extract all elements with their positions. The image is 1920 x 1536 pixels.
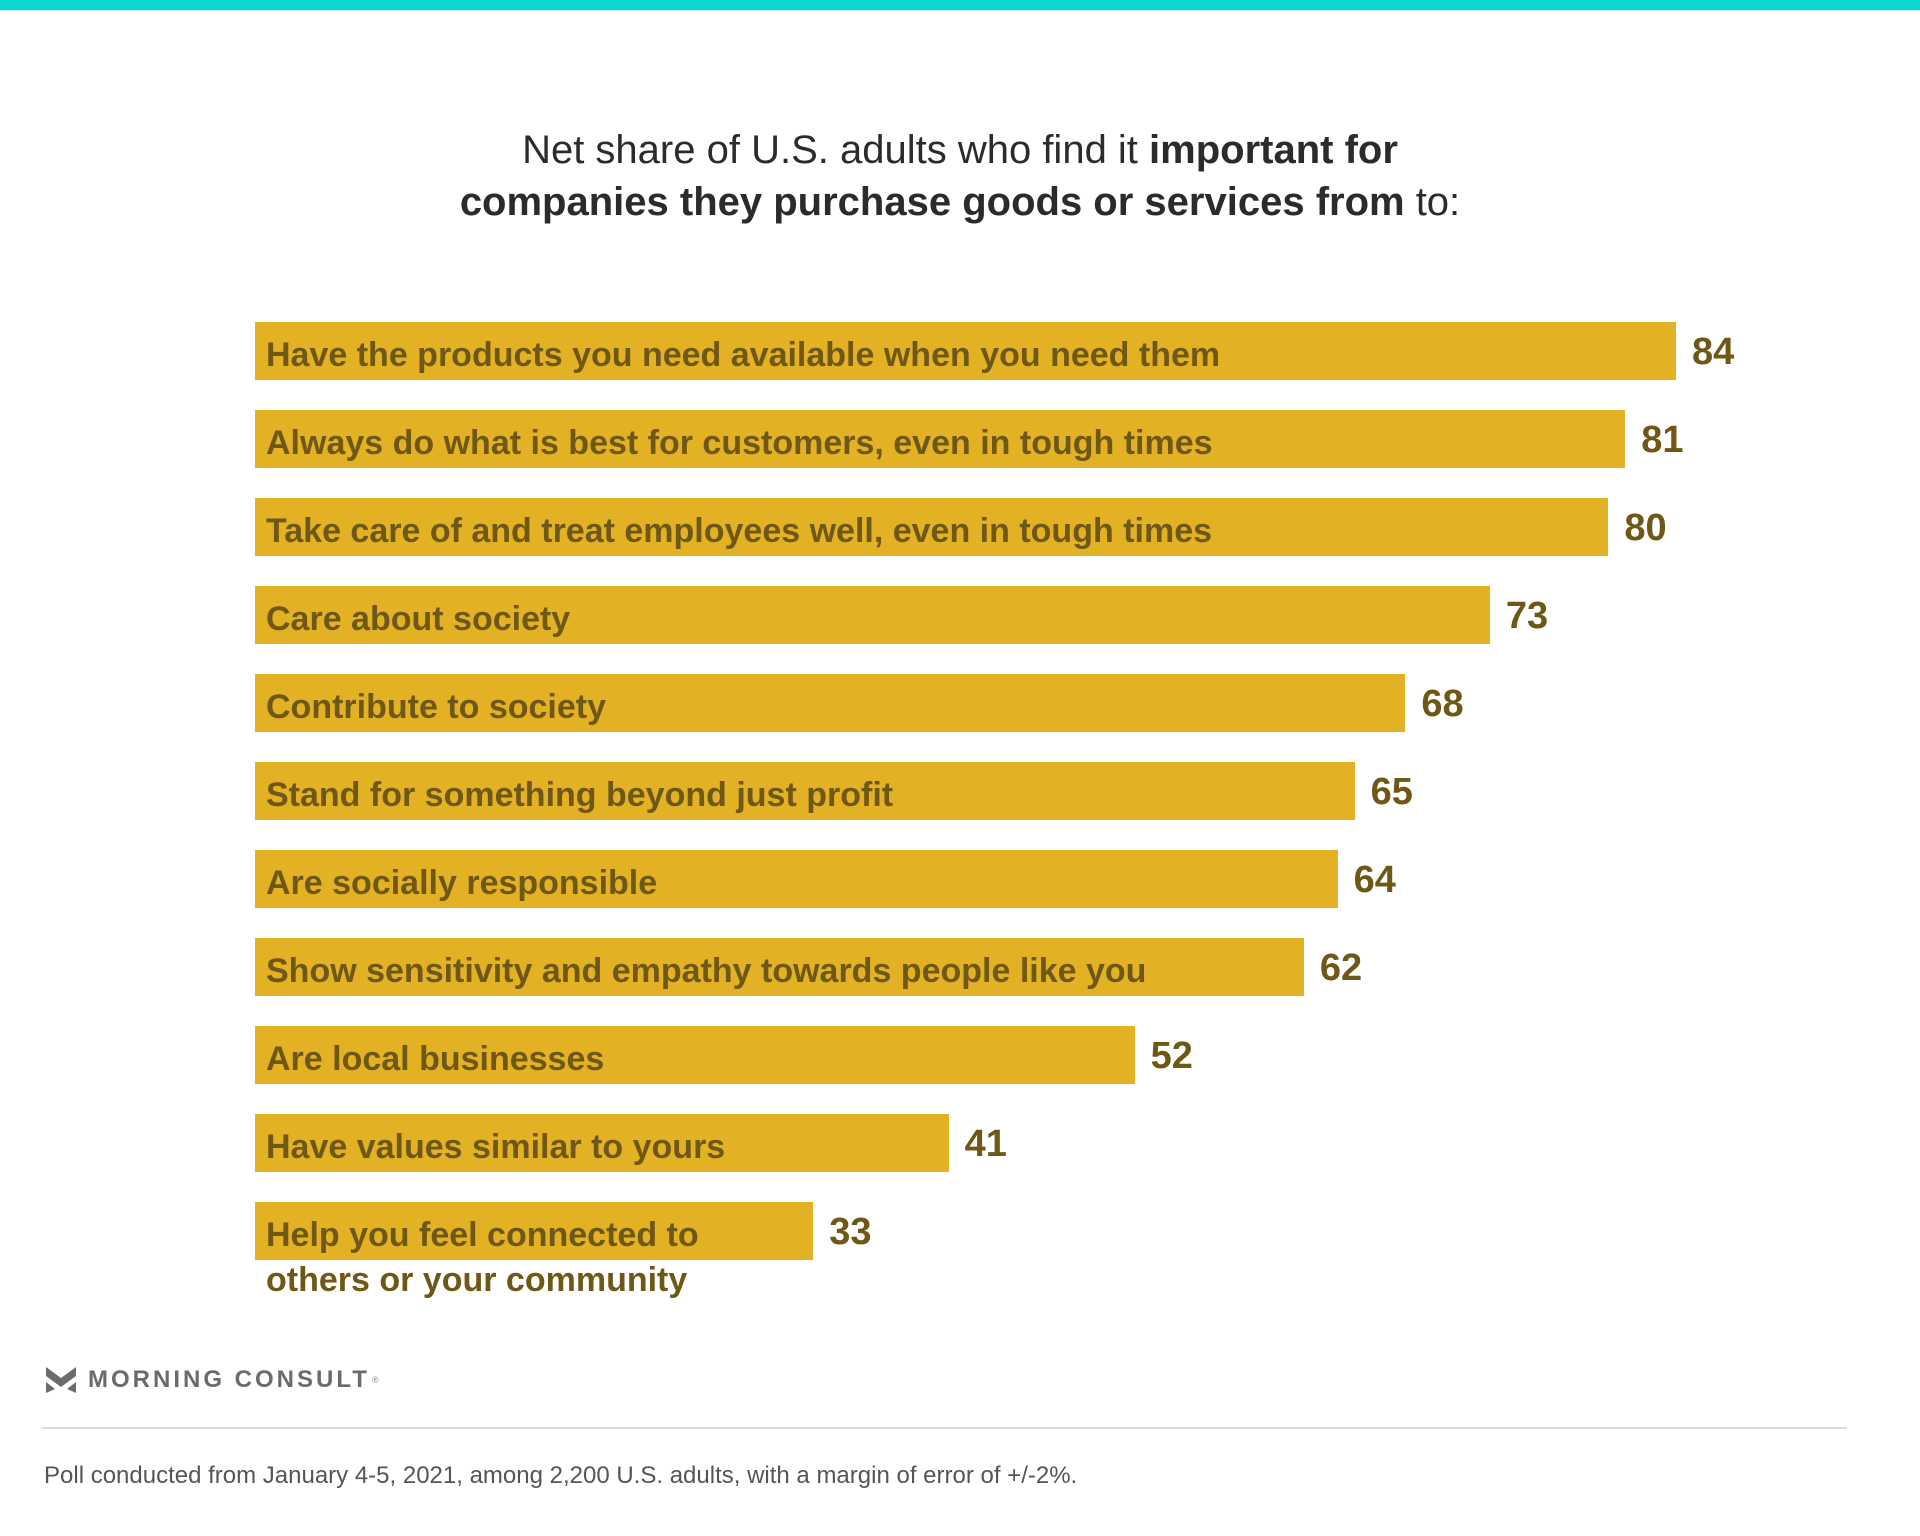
bar-label: Contribute to society <box>266 688 607 726</box>
bar-value-label: 65 <box>1370 771 1413 813</box>
morning-consult-logo: MORNING CONSULT ® <box>46 1366 379 1394</box>
bar-value-label: 84 <box>1692 331 1735 373</box>
bar-chart: Have the products you need available whe… <box>255 322 1735 1299</box>
bar-value-label: 62 <box>1319 947 1363 989</box>
bar-value-label: 81 <box>1641 419 1684 461</box>
bar <box>255 850 1338 908</box>
bar-label: others or your community <box>266 1261 688 1299</box>
bar-label: Have the products you need available whe… <box>266 336 1221 374</box>
bar-value-label: 52 <box>1150 1035 1193 1077</box>
title-line2-bold: companies they purchase goods or service… <box>459 180 1405 224</box>
logo-text: MORNING CONSULT <box>88 1366 370 1393</box>
bar-label: Care about society <box>266 600 571 638</box>
title-line1-bold: important for <box>1149 128 1398 172</box>
bar-value-label: 64 <box>1353 859 1396 901</box>
bar-value-label: 33 <box>829 1211 872 1253</box>
bar-label: Always do what is best for customers, ev… <box>266 424 1213 462</box>
bar-value-label: 73 <box>1505 595 1549 637</box>
title-line-2: companies they purchase goods or service… <box>0 176 1920 228</box>
bar <box>255 498 1609 556</box>
top-accent-band <box>0 0 1920 10</box>
bar <box>255 586 1490 644</box>
footer-divider <box>42 1427 1847 1429</box>
bar-value-label: 41 <box>964 1123 1007 1165</box>
bar <box>255 322 1676 380</box>
title-line-1: Net share of U.S. adults who find it imp… <box>0 124 1920 176</box>
bar <box>255 1026 1135 1084</box>
bar <box>255 938 1304 996</box>
bar-label: Have values similar to yours <box>266 1128 726 1166</box>
footnote: Poll conducted from January 4-5, 2021, a… <box>44 1462 1078 1489</box>
bar <box>255 410 1626 468</box>
title-line1-regular: Net share of U.S. adults who find it <box>522 128 1150 172</box>
bar-label: Are local businesses <box>266 1040 605 1078</box>
bar-label: Show sensitivity and empathy towards peo… <box>266 952 1147 990</box>
bar-label: Are socially responsible <box>266 864 658 902</box>
bar <box>255 1114 949 1172</box>
bar <box>255 762 1355 820</box>
bar-label: Stand for something beyond just profit <box>266 776 894 814</box>
title-line2-regular: to: <box>1404 180 1461 224</box>
bar-value-label: 80 <box>1624 507 1667 549</box>
top-accent-edge <box>0 10 1920 11</box>
chart-title: Net share of U.S. adults who find it imp… <box>0 124 1920 228</box>
logo-registered-mark: ® <box>371 1375 379 1385</box>
bar-label: Help you feel connected to <box>266 1216 699 1254</box>
morning-consult-chevron-icon <box>46 1367 76 1393</box>
bar-label: Take care of and treat employees well, e… <box>266 512 1213 550</box>
bar <box>255 1202 814 1260</box>
bar <box>255 674 1406 732</box>
bar-value-label: 68 <box>1421 683 1464 725</box>
